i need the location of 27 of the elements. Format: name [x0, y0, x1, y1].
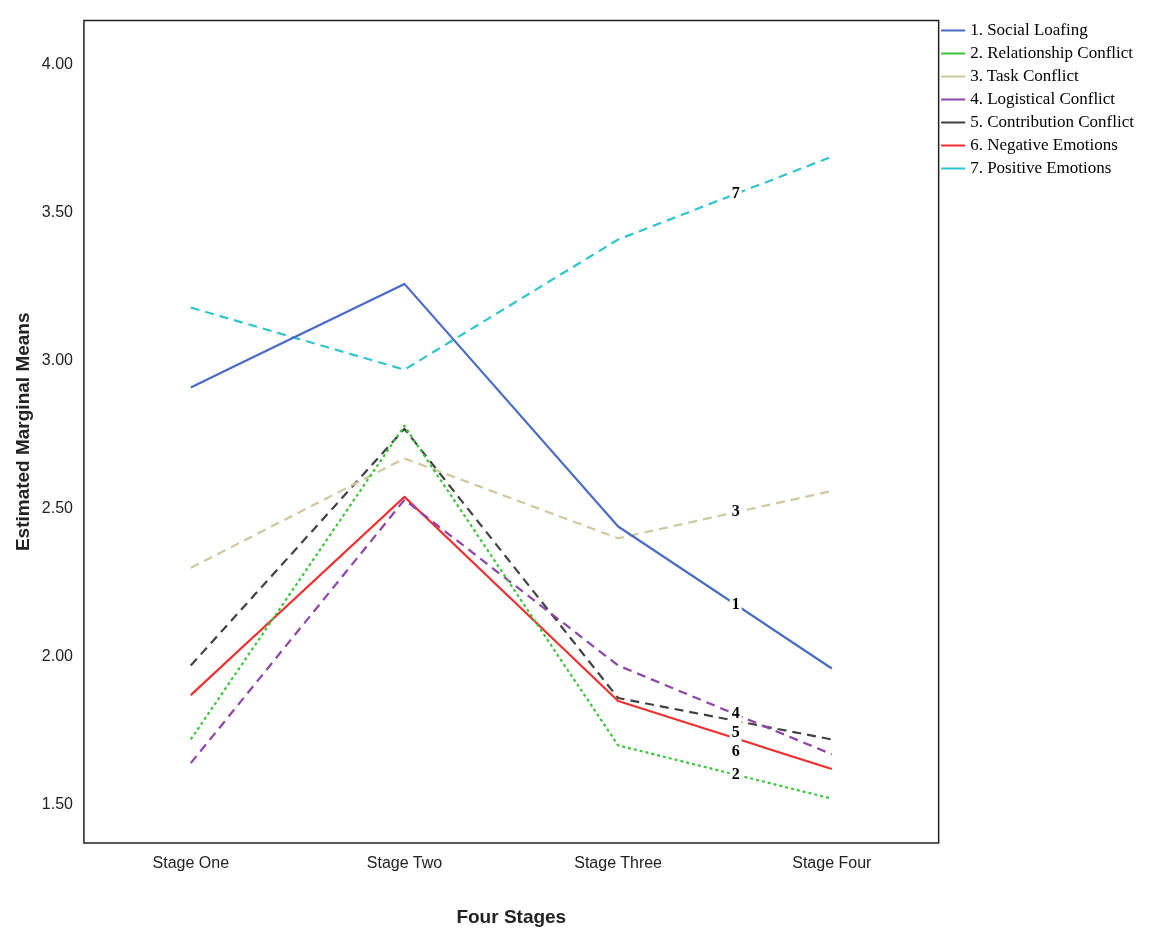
annotation: 1: [731, 594, 740, 612]
y-axis-title: Estimated Marginal Means: [11, 312, 33, 552]
annotation: 5: [731, 723, 740, 741]
annotation: 4: [731, 704, 740, 722]
annotation: 3: [731, 502, 740, 520]
x-axis-title: Four Stages: [456, 905, 567, 927]
y-tick-label: 3.50: [41, 203, 74, 221]
legend-label: 4. Logistical Conflict: [970, 88, 1116, 108]
x-tick-label: Stage Two: [366, 854, 443, 872]
legend-label: 6. Negative Emotions: [970, 134, 1118, 154]
y-tick-label: 1.50: [41, 794, 74, 812]
legend-label: 5. Contribution Conflict: [970, 111, 1135, 131]
annotation: 7: [731, 184, 740, 202]
x-tick-label: Stage Four: [792, 854, 873, 872]
annotation: 6: [731, 742, 740, 760]
legend-label: 1. Social Loafing: [970, 19, 1089, 39]
annotation: 2: [731, 764, 740, 782]
y-tick-label: 2.50: [41, 499, 74, 517]
x-tick-label: Stage Three: [574, 854, 663, 872]
y-tick-label: 3.00: [41, 351, 74, 369]
y-tick-label: 2.00: [41, 647, 74, 665]
legend-label: 3. Task Conflict: [970, 65, 1079, 85]
legend-label: 7. Positive Emotions: [970, 157, 1112, 177]
line-series: [189, 427, 833, 741]
x-tick-label: Stage One: [152, 854, 230, 872]
y-tick-label: 4.00: [41, 55, 74, 73]
legend-label: 2. Relationship Conflict: [970, 42, 1134, 62]
